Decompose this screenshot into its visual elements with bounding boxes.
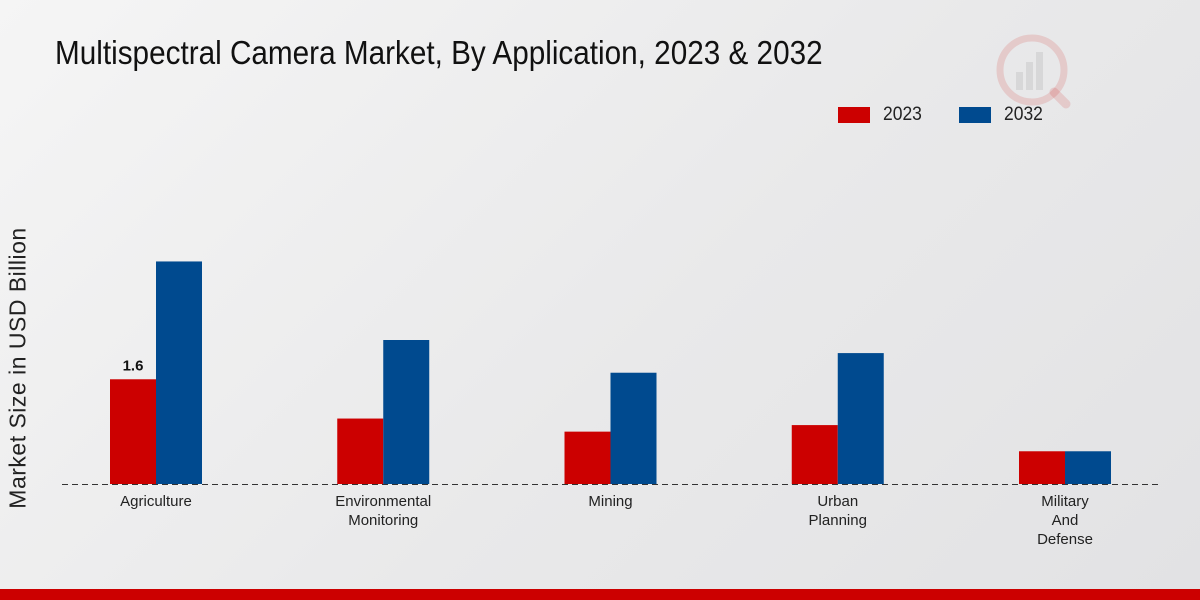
bar-2023-agriculture <box>110 379 156 484</box>
chart-title: Multispectral Camera Market, By Applicat… <box>55 34 823 71</box>
x-tick-label-line: Mining <box>588 493 632 510</box>
legend-swatch-2023 <box>838 107 870 123</box>
legend-item-2032: 2032 <box>959 104 1046 126</box>
x-tick-label-line: Environmental <box>335 493 431 510</box>
x-tick-label-line: Defense <box>1037 531 1093 548</box>
bottom-accent-bar <box>0 589 1200 600</box>
legend-label-2032: 2032 <box>1004 104 1044 125</box>
x-tick-label: Mining <box>588 493 632 510</box>
bar-2032-military-and-defense <box>1065 451 1111 484</box>
x-tick-label-line: Urban <box>817 493 858 510</box>
x-tick-label: Agriculture <box>120 493 192 510</box>
x-tick-label-line: Monitoring <box>348 512 418 529</box>
bar-2032-mining <box>610 372 657 484</box>
bar-2023-mining <box>564 431 611 484</box>
legend-swatch-2032 <box>959 107 992 123</box>
x-tick-label: Military And Defense <box>1037 493 1093 548</box>
bar-2032-agriculture <box>156 261 202 484</box>
x-tick-label-line: And <box>1052 512 1079 529</box>
x-tick-label: Urban Planning <box>809 493 867 529</box>
legend-item-2023: 2023 <box>838 104 925 126</box>
x-tick-label: Environmental Monitoring <box>335 493 431 529</box>
x-tick-label-line: Agriculture <box>120 493 192 510</box>
bar-2023-urban-planning <box>791 425 838 484</box>
bar-2032-environmental-monitoring <box>383 340 430 484</box>
bar-2023-military-and-defense <box>1019 451 1065 484</box>
chart-legend: 2023 2032 <box>838 104 1081 126</box>
bar-2032-urban-planning <box>837 353 884 484</box>
legend-label-2023: 2023 <box>883 104 922 125</box>
bar-2023-environmental-monitoring <box>337 418 384 484</box>
x-tick-label-line: Military <box>1041 493 1089 510</box>
x-tick-label-line: Planning <box>809 512 867 529</box>
data-label: 1.6 <box>123 357 144 374</box>
brand-logo-icon <box>996 34 1071 109</box>
